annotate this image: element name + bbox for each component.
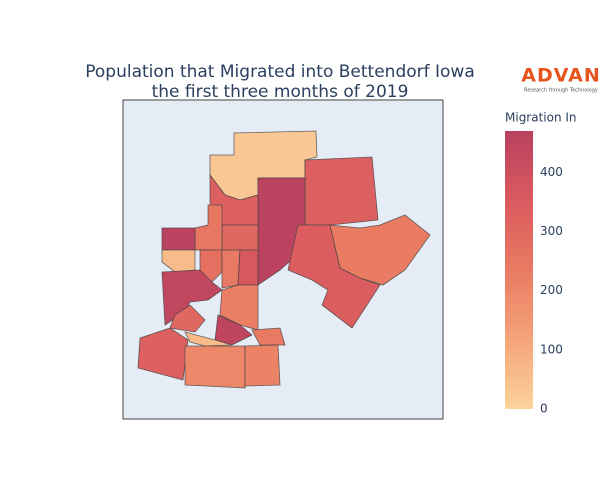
region — [184, 331, 233, 347]
colorbar-tick-label: 300 — [540, 224, 563, 238]
region — [161, 227, 196, 251]
logo-tagline: Research through Technology — [524, 88, 598, 94]
region — [184, 345, 246, 389]
colorbar-tick-label: 400 — [540, 165, 563, 179]
chart-title: Population that Migrated into Bettendorf… — [85, 62, 475, 82]
colorbar-title: Migration In — [505, 111, 577, 125]
region — [244, 344, 281, 387]
colorbar-tick-label: 100 — [540, 342, 563, 356]
region — [214, 314, 253, 346]
region — [251, 327, 286, 346]
region — [161, 269, 223, 326]
region — [304, 156, 379, 226]
colorbar-tick-label: 0 — [540, 402, 548, 416]
colorbar-tick-label: 200 — [540, 283, 563, 297]
region — [237, 249, 259, 286]
region — [169, 304, 206, 333]
region — [329, 214, 431, 286]
region — [221, 249, 241, 289]
region — [221, 224, 259, 251]
logo-name: ADVAN — [521, 65, 600, 87]
colorbar — [505, 131, 533, 409]
chart-title: the first three months of 2019 — [152, 82, 409, 102]
